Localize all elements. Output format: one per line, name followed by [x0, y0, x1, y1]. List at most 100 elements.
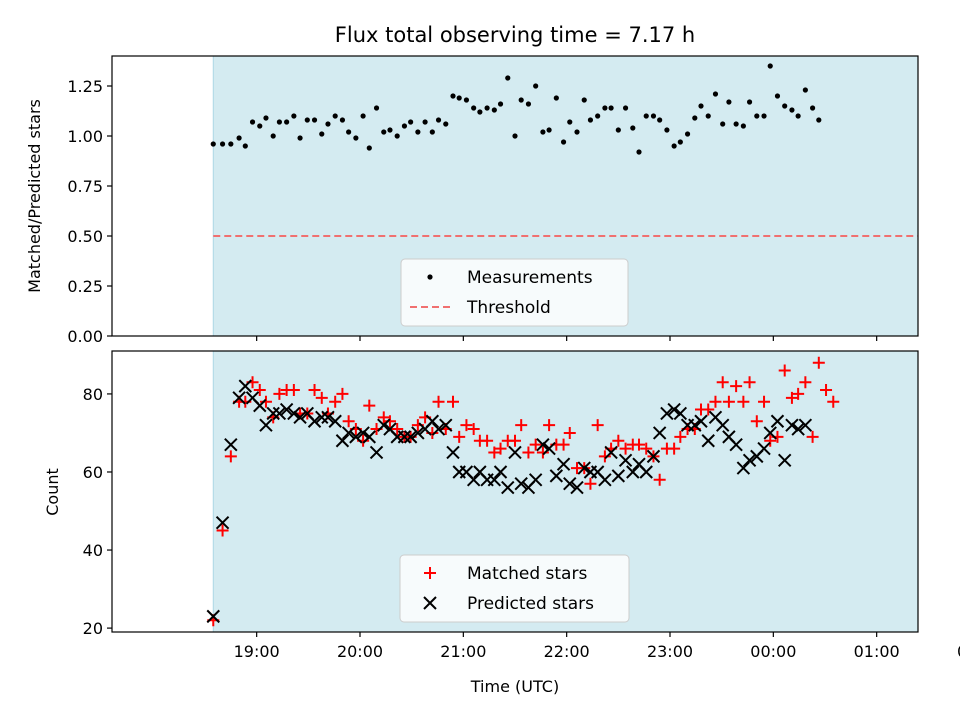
- predicted-star-point: [431, 422, 446, 436]
- predicted-star-point: [777, 453, 792, 467]
- predicted-star-point: [411, 426, 425, 440]
- predicted-star-point: [466, 473, 481, 487]
- matched-star-point: [467, 423, 480, 436]
- measurement-point: [726, 99, 732, 105]
- measurement-point: [339, 117, 346, 123]
- matched-star-point: [758, 395, 771, 408]
- bottom-axes-frame: [111, 350, 919, 633]
- chart-title: Flux total observing time = 7.17 h: [335, 23, 695, 47]
- measurement-point: [463, 97, 470, 103]
- matched-star-point: [447, 395, 459, 408]
- matched-star-point: [743, 376, 756, 389]
- matched-star-point: [812, 356, 825, 369]
- measurement-point: [657, 117, 663, 123]
- predicted-star-point: [688, 418, 702, 432]
- measurement-point: [567, 119, 573, 125]
- measurement-point: [740, 123, 746, 129]
- legend-threshold-label: Threshold: [466, 298, 551, 318]
- predicted-star-point: [660, 406, 674, 421]
- measurement-point: [810, 105, 816, 111]
- x-tick-label: 21:00: [440, 642, 486, 661]
- measurement-point: [767, 63, 773, 69]
- predicted-star-point: [215, 516, 230, 530]
- measurement-point: [512, 133, 518, 139]
- matched-star-point: [342, 415, 355, 428]
- top-y-tick-label: 1.00: [67, 127, 103, 146]
- matched-star-point: [315, 391, 328, 404]
- predicted-star-point: [446, 445, 460, 460]
- measurement-point: [705, 113, 711, 119]
- bottom-legend[interactable]: Matched stars Predicted stars: [399, 554, 630, 623]
- matched-star-point: [253, 384, 266, 397]
- measurement-point: [236, 135, 242, 141]
- matched-star-point: [494, 442, 507, 455]
- predicted-star-point: [791, 422, 805, 436]
- legend-matched-label: Matched stars: [467, 564, 587, 584]
- measurement-point: [346, 129, 352, 135]
- legend-measurements-label: Measurements: [467, 268, 593, 288]
- measurement-point: [381, 129, 387, 135]
- predicted-star-point: [206, 609, 220, 624]
- predicted-star-point: [570, 480, 584, 495]
- top-legend-box: [400, 258, 629, 327]
- measurement-point: [553, 95, 559, 101]
- matched-star-point: [716, 376, 729, 389]
- matched-star-point: [308, 384, 321, 397]
- measurement-point: [276, 119, 282, 125]
- predicted-star-point: [224, 437, 238, 452]
- measurement-point: [525, 101, 532, 107]
- matched-star-point: [709, 395, 722, 408]
- measurement-point: [650, 113, 657, 119]
- matched-star-point: [764, 434, 777, 447]
- predicted-star-point: [335, 434, 350, 448]
- measurement-point: [408, 119, 414, 125]
- measurement-point: [630, 125, 636, 131]
- measurement-point: [795, 113, 801, 119]
- matched-star-point: [543, 419, 556, 432]
- matched-star-point: [598, 450, 611, 463]
- measurement-point: [664, 127, 670, 133]
- measurement-points: [210, 63, 822, 155]
- measurement-point: [291, 113, 297, 119]
- bottom-legend-box: [399, 554, 630, 623]
- predicted-star-point: [556, 457, 571, 471]
- matched-star-point: [792, 387, 805, 400]
- measurement-point: [608, 105, 614, 111]
- matched-star-point: [584, 477, 597, 490]
- matched-star-point: [509, 434, 521, 447]
- predicted-star-point: [397, 430, 412, 444]
- measurement-point: [471, 105, 477, 111]
- matched-star-point: [391, 423, 404, 436]
- measurement-point: [484, 105, 490, 111]
- measurement-point: [415, 129, 421, 135]
- top-y-ticks: 0.00 0.25 0.50 0.75 1.00 1.25: [67, 77, 112, 346]
- matched-star-point: [481, 434, 494, 447]
- predicted-star-point: [757, 441, 771, 456]
- matched-star-point: [259, 395, 272, 408]
- top-legend[interactable]: Measurements Threshold: [400, 258, 629, 327]
- x-tick-label: 00:00: [750, 642, 796, 661]
- predicted-star-point: [729, 437, 743, 452]
- predicted-star-point: [536, 437, 550, 452]
- measurement-point: [304, 117, 310, 123]
- measurement-point: [546, 127, 552, 133]
- predicted-star-point: [362, 430, 377, 444]
- measurement-point: [774, 93, 781, 99]
- predicted-star-point: [508, 445, 522, 460]
- predicted-star-point: [487, 473, 502, 487]
- matched-star-point: [377, 411, 390, 424]
- top-y-tick-label: 0.75: [67, 177, 103, 196]
- measurement-point: [373, 105, 380, 111]
- matched-star-point: [591, 419, 604, 432]
- predicted-star-point: [611, 469, 626, 483]
- predicted-star-point: [715, 418, 730, 432]
- matched-star-point: [383, 415, 396, 428]
- matched-star-point: [529, 438, 542, 451]
- measurement-point: [297, 135, 303, 141]
- matched-star-point: [640, 442, 653, 455]
- top-y-tick-label: 1.25: [67, 77, 103, 96]
- bottom-y-tick-label: 40: [83, 541, 103, 560]
- matched-star-point: [432, 395, 445, 408]
- measurement-point: [802, 87, 808, 93]
